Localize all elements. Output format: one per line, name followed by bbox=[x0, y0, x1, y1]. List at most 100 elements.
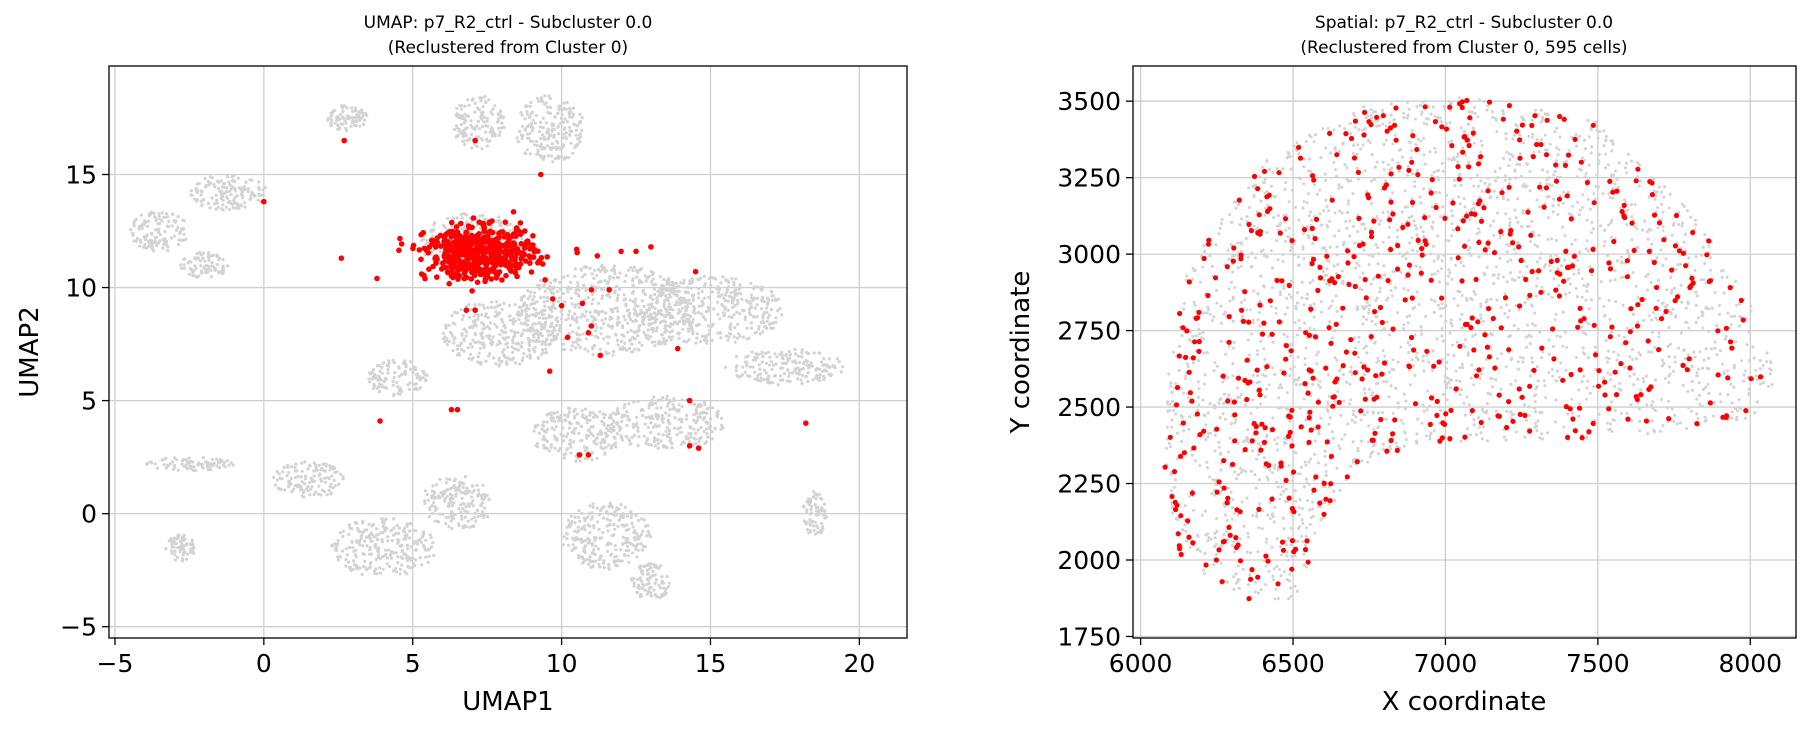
background-point bbox=[131, 233, 135, 238]
highlight-point bbox=[510, 209, 517, 215]
background-point bbox=[389, 552, 393, 556]
background-point bbox=[188, 460, 192, 464]
background-point bbox=[606, 512, 611, 516]
background-point bbox=[189, 193, 193, 197]
background-point bbox=[367, 377, 371, 381]
background-point bbox=[622, 406, 626, 410]
background-point bbox=[735, 373, 739, 378]
background-point bbox=[709, 417, 713, 421]
background-point bbox=[584, 446, 588, 450]
background-point bbox=[560, 112, 564, 116]
background-point bbox=[445, 337, 449, 341]
background-point bbox=[573, 303, 577, 307]
background-point bbox=[542, 434, 546, 439]
background-point bbox=[577, 431, 581, 435]
background-point bbox=[212, 461, 216, 465]
highlight-point bbox=[446, 280, 453, 287]
background-point bbox=[665, 446, 669, 450]
background-point bbox=[479, 99, 483, 103]
background-point bbox=[729, 322, 733, 326]
background-point bbox=[616, 317, 620, 321]
background-point bbox=[486, 306, 490, 310]
background-point bbox=[595, 326, 599, 330]
background-point bbox=[615, 432, 619, 436]
background-point bbox=[726, 279, 730, 283]
background-point bbox=[538, 120, 543, 124]
background-point bbox=[756, 373, 760, 377]
background-point bbox=[653, 444, 657, 448]
background-point bbox=[683, 300, 687, 304]
background-point bbox=[572, 429, 576, 433]
highlight-point bbox=[418, 271, 425, 277]
background-point bbox=[178, 547, 182, 551]
background-point bbox=[598, 279, 602, 283]
background-point bbox=[435, 483, 439, 487]
background-point bbox=[649, 566, 653, 570]
background-point bbox=[169, 549, 173, 553]
background-point bbox=[459, 510, 463, 514]
background-point bbox=[498, 311, 502, 315]
background-point bbox=[177, 238, 181, 242]
background-point bbox=[382, 361, 386, 365]
background-point bbox=[200, 204, 204, 208]
background-point bbox=[392, 361, 397, 365]
background-point bbox=[580, 511, 584, 515]
background-point bbox=[753, 285, 757, 289]
background-point bbox=[482, 497, 486, 501]
background-point bbox=[182, 464, 186, 468]
background-point bbox=[732, 335, 736, 339]
background-point bbox=[649, 421, 653, 425]
highlight-point bbox=[695, 445, 702, 451]
background-point bbox=[778, 306, 782, 311]
background-point bbox=[468, 315, 472, 319]
background-point bbox=[573, 346, 578, 350]
background-point bbox=[578, 140, 582, 144]
highlight-point bbox=[633, 248, 639, 255]
background-point bbox=[190, 268, 194, 272]
background-point bbox=[199, 193, 203, 197]
background-point bbox=[615, 306, 619, 310]
background-point bbox=[415, 376, 419, 380]
background-point bbox=[576, 529, 581, 533]
background-point bbox=[549, 333, 553, 337]
background-point bbox=[705, 341, 709, 345]
background-point bbox=[556, 141, 560, 145]
background-point bbox=[654, 412, 658, 416]
background-point bbox=[617, 518, 621, 522]
background-point bbox=[726, 299, 730, 303]
highlight-point bbox=[454, 240, 461, 246]
background-point bbox=[534, 114, 538, 118]
background-point bbox=[719, 416, 724, 420]
highlight-point bbox=[472, 239, 478, 246]
background-point bbox=[397, 389, 401, 393]
background-point bbox=[756, 285, 760, 289]
background-point bbox=[725, 290, 729, 294]
background-point bbox=[341, 475, 345, 479]
background-point bbox=[388, 564, 392, 569]
background-point bbox=[640, 548, 645, 552]
background-point bbox=[591, 551, 595, 555]
background-point bbox=[645, 577, 649, 581]
background-point bbox=[529, 100, 533, 104]
background-point bbox=[749, 321, 753, 325]
background-point bbox=[568, 323, 573, 327]
background-point bbox=[548, 281, 553, 285]
background-point bbox=[652, 311, 657, 315]
background-point bbox=[709, 275, 713, 279]
background-point bbox=[372, 382, 376, 386]
background-point bbox=[522, 351, 526, 356]
background-point bbox=[420, 563, 424, 567]
background-point bbox=[541, 100, 545, 104]
background-point bbox=[160, 219, 164, 223]
highlight-point bbox=[474, 279, 481, 286]
background-point bbox=[228, 201, 232, 205]
background-point bbox=[519, 133, 524, 137]
background-point bbox=[476, 317, 480, 321]
background-point bbox=[802, 504, 806, 508]
background-point bbox=[682, 278, 686, 282]
background-point bbox=[466, 346, 470, 350]
background-point bbox=[823, 509, 827, 513]
background-point bbox=[485, 515, 490, 519]
background-point bbox=[333, 470, 337, 475]
background-point bbox=[476, 314, 480, 318]
